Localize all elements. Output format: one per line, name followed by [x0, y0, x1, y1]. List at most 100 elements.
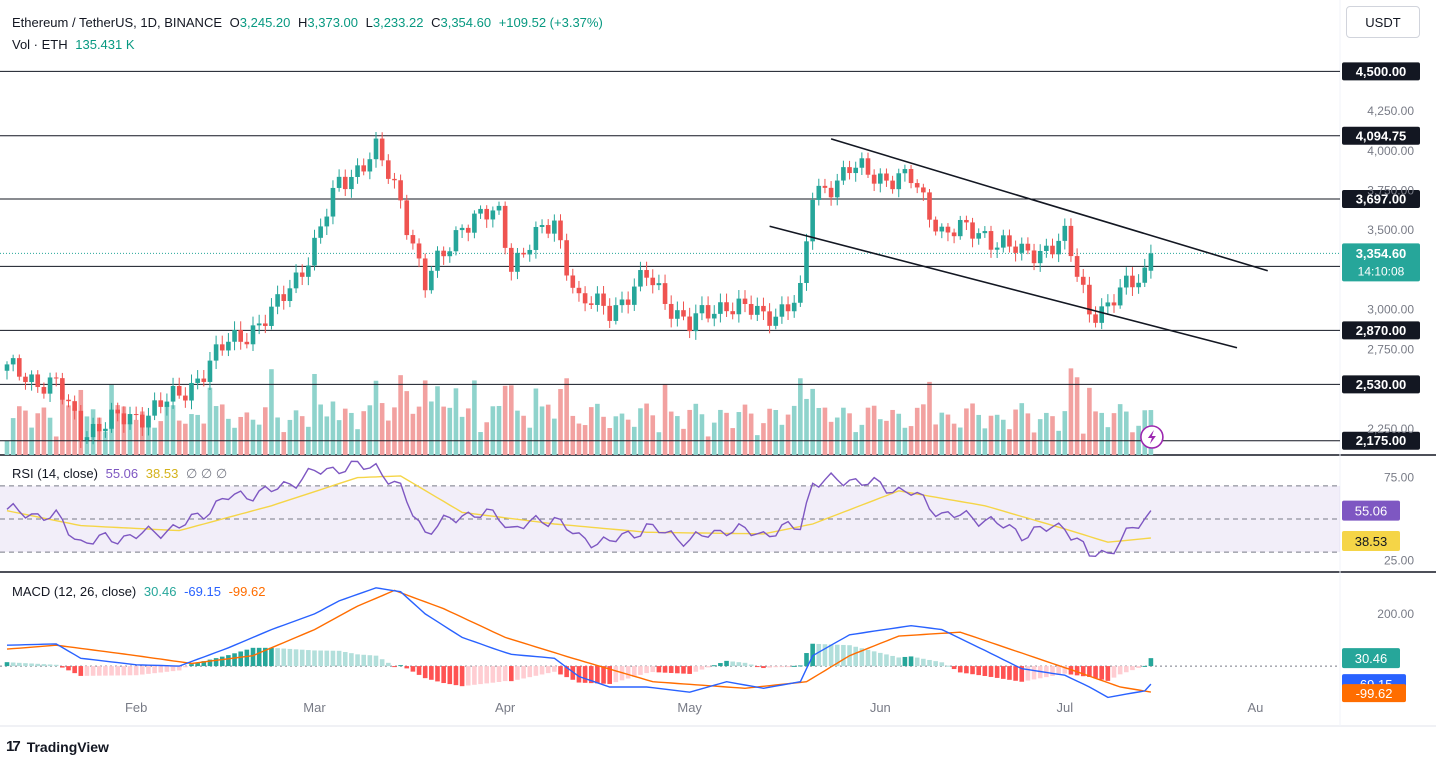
macd-histogram-bar	[158, 666, 164, 673]
volume-bar	[47, 417, 53, 455]
macd-histogram-bar	[379, 659, 385, 667]
time-axis-tick: Mar	[303, 700, 326, 715]
candle-body	[472, 213, 477, 233]
open-value: 3,245.20	[239, 15, 291, 30]
macd-histogram-bar	[140, 666, 145, 675]
macd-histogram-bar	[638, 666, 643, 675]
macd-histogram-bar	[902, 656, 908, 667]
candle-body	[914, 183, 920, 188]
macd-histogram-bar	[515, 666, 520, 680]
macd-histogram-bar	[951, 666, 957, 670]
candle-body	[847, 167, 852, 174]
candle-body	[299, 272, 305, 277]
footer-brand[interactable]: 17 TradingView	[6, 738, 109, 755]
volume-bar	[349, 412, 354, 455]
macd-histogram-bar	[859, 648, 865, 667]
volume-bar	[459, 416, 465, 455]
volume-bar	[865, 407, 871, 455]
macd-histogram-bar	[588, 666, 594, 684]
candle-body	[133, 414, 139, 416]
macd-histogram-bar	[878, 652, 883, 667]
candle-body	[115, 409, 120, 414]
volume-bar	[1013, 409, 1018, 455]
candle-body	[410, 235, 416, 244]
macd-histogram-bar	[625, 666, 631, 679]
candle-body	[232, 330, 237, 342]
volume-bar	[472, 380, 477, 455]
volume-bar	[834, 417, 840, 455]
macd-histogram-bar	[1142, 665, 1148, 667]
candle-body	[201, 378, 207, 382]
macd-histogram-bar	[791, 665, 797, 667]
candle-body	[1001, 235, 1006, 248]
rsi-axis-tick: 75.00	[1384, 471, 1414, 485]
candle-body	[90, 423, 96, 438]
candle-body	[176, 385, 182, 396]
macd-histogram-bar	[90, 666, 96, 676]
candle-body	[951, 232, 957, 237]
volume-bar	[60, 383, 65, 455]
candle-body	[545, 225, 551, 234]
volume-bar	[718, 409, 723, 455]
macd-histogram-bar	[527, 666, 533, 678]
candle-body	[632, 286, 637, 305]
volume-bar	[170, 405, 176, 455]
volume-bar	[687, 409, 692, 455]
candle-body	[644, 270, 649, 278]
candle-body	[982, 231, 988, 234]
volume-bar	[465, 408, 471, 455]
macd-histogram-bar	[1056, 666, 1061, 675]
macd-histogram-bar	[392, 666, 397, 668]
macd-histogram-bar	[982, 666, 988, 676]
macd-hist-value: 30.46	[143, 584, 177, 599]
macd-histogram-bar	[410, 666, 416, 672]
macd-histogram-bar	[459, 666, 465, 687]
volume-bar	[595, 403, 600, 455]
candle-body	[1093, 314, 1098, 323]
volume-bar	[4, 441, 10, 455]
candle-body	[367, 159, 373, 172]
volume-bar	[398, 375, 403, 455]
candle-body	[767, 311, 772, 326]
candle-body	[429, 270, 434, 291]
volume-bar	[219, 404, 225, 455]
volume-bar	[779, 424, 785, 455]
candle-body	[834, 180, 840, 198]
macd-histogram-bar	[336, 650, 342, 667]
volume-bar	[410, 413, 416, 455]
candle-body	[275, 294, 280, 307]
volume-bar	[552, 418, 557, 455]
volume-bar	[1062, 411, 1068, 455]
volume-bar	[115, 405, 120, 455]
currency-unit-button[interactable]: USDT	[1346, 6, 1420, 38]
volume-value: 135.431 K	[75, 37, 135, 52]
volume-bar	[330, 401, 336, 455]
macd-histogram-bar	[422, 666, 428, 679]
volume-bar	[207, 387, 213, 455]
macd-histogram-bar	[822, 644, 828, 667]
volume-bar	[558, 389, 563, 455]
candle-body	[896, 173, 902, 190]
candle-body	[195, 378, 200, 383]
macd-histogram-bar	[1124, 666, 1129, 673]
macd-histogram-bar	[761, 666, 766, 669]
volume-bar	[447, 407, 453, 455]
candle-body	[459, 227, 465, 231]
candle-body	[398, 180, 403, 201]
candle-body	[170, 385, 176, 402]
macd-histogram-bar	[312, 650, 317, 667]
volume-bar	[914, 407, 920, 455]
candle-body	[515, 252, 520, 272]
candle-body	[828, 187, 834, 198]
rsi-legend: RSI (14, close) 55.06 38.53 ∅ ∅ ∅	[12, 466, 231, 482]
price-level-tag	[1342, 375, 1420, 394]
change-value: +109.52 (+3.37%)	[498, 15, 603, 30]
volume-bar	[871, 405, 877, 455]
price-axis-tick: 2,250.00	[1367, 422, 1414, 436]
macd-histogram-bar	[914, 657, 920, 667]
candle-body	[10, 358, 16, 365]
volume-bar	[1117, 404, 1123, 455]
volume-bar	[964, 408, 969, 455]
volume-bar	[478, 432, 483, 455]
